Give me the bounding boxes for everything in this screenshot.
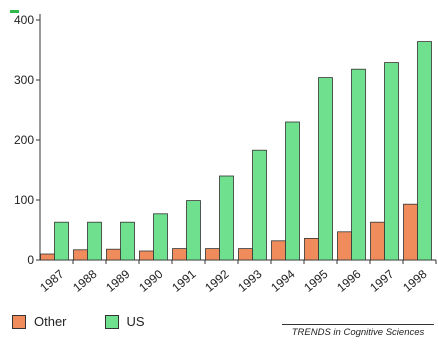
bar-other-1998 [403,203,418,261]
bar-us-1995 [318,77,333,261]
x-tick-label: 1996 [334,267,364,295]
legend-item-us: US [104,314,145,329]
chart-legend: Other US [12,314,183,329]
y-tick-label: 200 [14,133,34,147]
x-tick-label: 1991 [169,267,199,295]
bar-us-1997 [384,62,399,261]
x-tick-label: 1997 [367,267,397,295]
bar-us-1991 [186,200,201,261]
y-tick-label: 0 [27,253,34,267]
bar-other-1991 [172,248,187,261]
x-tick-label: 1992 [202,267,232,295]
x-tick-label: 1989 [103,267,133,295]
bar-us-1988 [87,221,102,261]
bar-other-1997 [370,221,385,261]
bar-other-1996 [337,231,352,261]
x-tick-label: 1990 [136,267,166,295]
corner-marker [10,10,19,13]
legend-item-other: Other [12,314,67,329]
y-tick-label: 400 [14,13,34,27]
bar-us-1993 [252,149,267,261]
bar-us-1990 [153,213,168,261]
legend-swatch-us [104,314,119,329]
legend-label-us: US [126,314,145,329]
source-credit: TRENDS in Cognitive Sciences [282,324,434,338]
x-tick-label: 1987 [37,267,67,295]
legend-swatch-other [12,314,26,329]
y-tick-label: 300 [14,73,34,87]
x-tick-label: 1994 [268,267,298,295]
chart-axes [10,10,437,264]
bar-us-1987 [54,221,69,261]
y-tick-label: 100 [14,193,34,207]
bar-other-1987 [40,253,55,261]
bar-other-1988 [73,249,88,261]
x-tick-label: 1998 [400,267,430,295]
bar-us-1996 [351,68,366,261]
bar-us-1992 [219,175,234,261]
bar-other-1994 [271,240,286,261]
bar-other-1992 [205,248,220,261]
legend-label-other: Other [34,314,67,329]
x-tick-label: 1995 [301,267,331,295]
bar-us-1994 [285,121,300,261]
bar-other-1993 [238,248,253,261]
x-tick-label: 1988 [70,267,100,295]
x-tick-label: 1993 [235,267,265,295]
bar-us-1989 [120,221,135,261]
bar-us-1998 [417,41,432,261]
bar-other-1995 [304,237,319,261]
bar-other-1989 [106,248,121,261]
chart-bars [40,41,432,261]
bar-other-1990 [139,250,154,261]
